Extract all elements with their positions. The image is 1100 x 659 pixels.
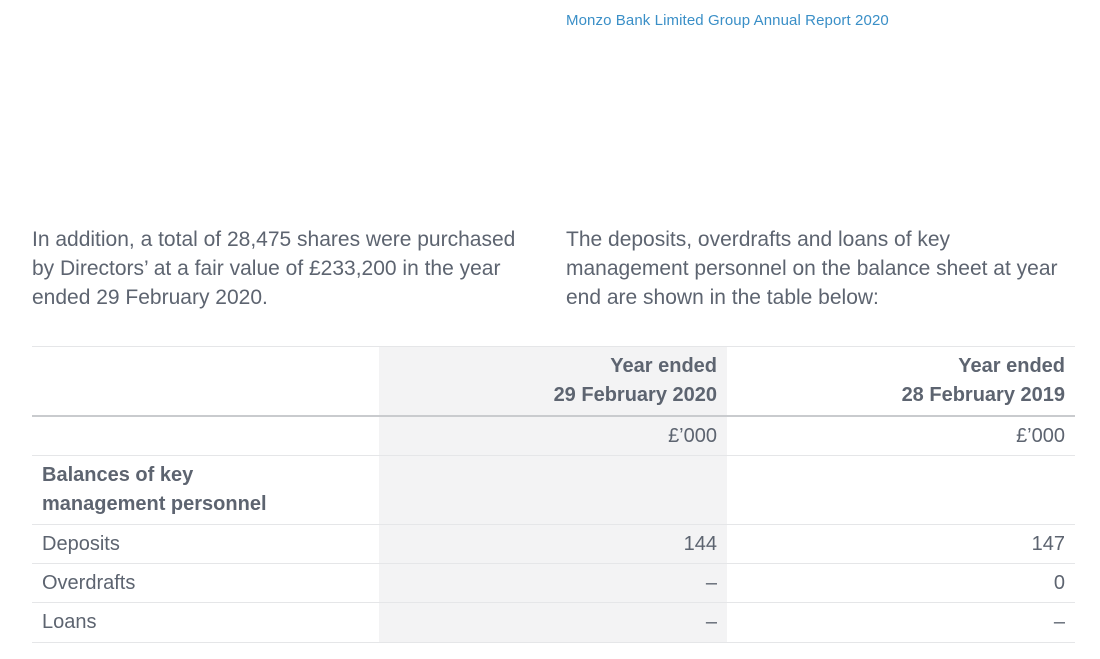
section-2019-empty	[727, 455, 1075, 525]
units-2019: £’000	[727, 416, 1075, 456]
column-header-2020-line2: 29 February 2020	[553, 384, 717, 406]
row-label-overdrafts: Overdrafts	[32, 563, 379, 603]
units-row: £’000 £’000	[32, 416, 1075, 456]
table-row: Overdrafts – 0	[32, 563, 1075, 603]
table-header-empty	[32, 346, 379, 417]
section-row: Balances of key management personnel	[32, 455, 1075, 525]
overdrafts-2020: –	[379, 563, 727, 603]
table-header-row: Year ended 29 February 2020 Year ended 2…	[32, 346, 1075, 417]
column-header-2019-line2: 28 February 2019	[901, 384, 1065, 406]
section-label-line2: management personnel	[42, 493, 267, 515]
column-header-2020-line1: Year ended	[610, 355, 717, 377]
table-row: Loans – –	[32, 602, 1075, 643]
row-label-loans: Loans	[32, 602, 379, 643]
deposits-2019: 147	[727, 524, 1075, 564]
row-label-deposits: Deposits	[32, 524, 379, 564]
loans-2020: –	[379, 602, 727, 643]
report-header-title: Monzo Bank Limited Group Annual Report 2…	[566, 12, 889, 29]
units-2020: £’000	[379, 416, 727, 456]
column-header-2020: Year ended 29 February 2020	[379, 346, 727, 417]
shares-purchase-paragraph: In addition, a total of 28,475 shares we…	[32, 228, 516, 309]
overdrafts-2019: 0	[727, 563, 1075, 603]
units-row-empty	[32, 416, 379, 456]
section-label-line1: Balances of key	[42, 464, 194, 486]
loans-2019: –	[727, 602, 1075, 643]
key-management-balances-table: Year ended 29 February 2020 Year ended 2…	[32, 346, 1075, 643]
column-header-2019: Year ended 28 February 2019	[727, 346, 1075, 417]
section-label: Balances of key management personnel	[32, 455, 379, 525]
section-2020-empty	[379, 455, 727, 525]
table-row: Deposits 144 147	[32, 524, 1075, 564]
deposits-2020: 144	[379, 524, 727, 564]
column-header-2019-line1: Year ended	[958, 355, 1065, 377]
table-intro-paragraph: The deposits, overdrafts and loans of ke…	[566, 228, 1058, 309]
